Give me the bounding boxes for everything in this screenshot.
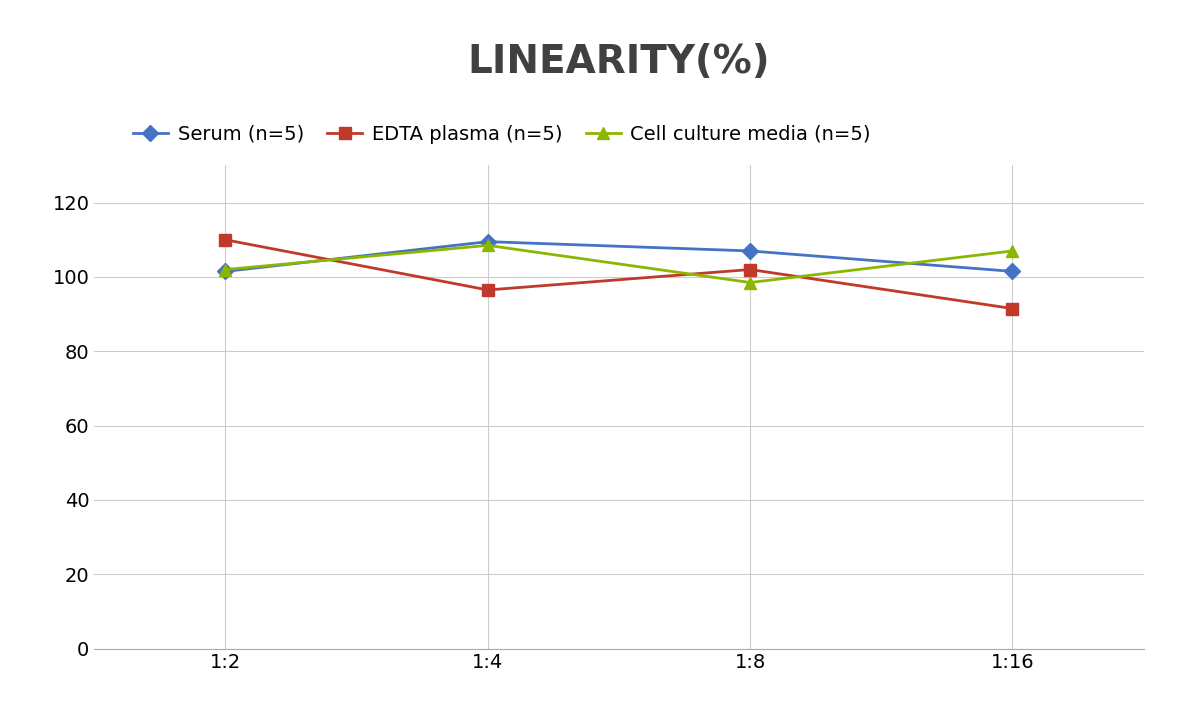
Serum (n=5) <box>743 247 757 255</box>
Line: Serum (n=5): Serum (n=5) <box>220 236 1017 277</box>
Cell culture media (n=5) <box>743 278 757 287</box>
EDTA plasma (n=5) <box>1006 305 1020 313</box>
EDTA plasma (n=5) <box>481 286 495 294</box>
Legend: Serum (n=5), EDTA plasma (n=5), Cell culture media (n=5): Serum (n=5), EDTA plasma (n=5), Cell cul… <box>125 117 878 152</box>
Cell culture media (n=5) <box>481 241 495 250</box>
Text: LINEARITY(%): LINEARITY(%) <box>468 43 770 81</box>
Line: Cell culture media (n=5): Cell culture media (n=5) <box>220 240 1017 288</box>
Cell culture media (n=5) <box>1006 247 1020 255</box>
Serum (n=5) <box>1006 267 1020 276</box>
Serum (n=5) <box>218 267 232 276</box>
EDTA plasma (n=5) <box>218 235 232 244</box>
Line: EDTA plasma (n=5): EDTA plasma (n=5) <box>220 234 1017 314</box>
EDTA plasma (n=5) <box>743 265 757 274</box>
Serum (n=5) <box>481 238 495 246</box>
Cell culture media (n=5) <box>218 265 232 274</box>
